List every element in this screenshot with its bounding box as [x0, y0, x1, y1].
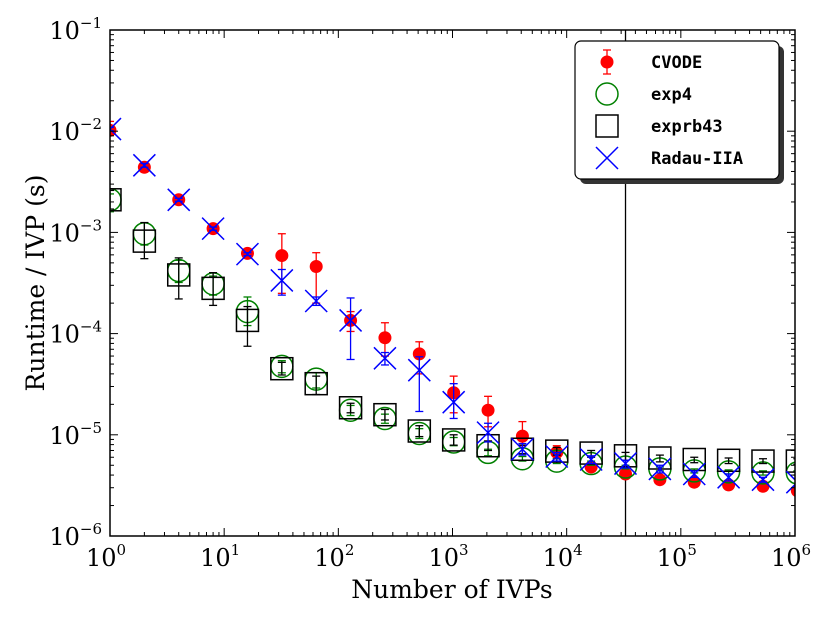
- cvode-point: [378, 331, 392, 345]
- exprb43-point: [510, 437, 535, 461]
- cvode-point: [515, 429, 529, 443]
- exprb43-point: [270, 356, 294, 381]
- exprb43-point: [132, 229, 157, 253]
- radau-iia-point: [373, 346, 397, 370]
- x-tick-label: 100: [86, 541, 126, 572]
- x-tick-label: 103: [428, 541, 468, 572]
- legend-label-exp4: exp4: [651, 85, 692, 105]
- exprb43-point: [441, 428, 466, 452]
- legend-label-radau-iia: Radau-IIA: [651, 149, 743, 169]
- radau-iia-point: [510, 437, 534, 461]
- cvode-point: [309, 260, 323, 274]
- y-tick-label: 10−3: [49, 216, 102, 247]
- radau-iia-point: [339, 308, 363, 332]
- y-tick-label: 10−5: [49, 419, 102, 450]
- exprb43-point: [373, 402, 397, 427]
- radau-iia-point: [304, 289, 328, 313]
- exprb43-point: [716, 448, 741, 473]
- radau-iia-point: [785, 470, 795, 494]
- y-tick-label: 10−4: [49, 318, 102, 349]
- legend-marker-exp4: [595, 82, 619, 106]
- radau-iia-point: [648, 457, 672, 481]
- exprb43-point: [201, 276, 225, 301]
- radau-iia-point: [270, 268, 294, 292]
- legend-box: [574, 40, 780, 180]
- legend-label-exprb43: exprb43: [651, 117, 723, 137]
- legend-marker-cvode: [600, 55, 614, 69]
- x-tick-label: 104: [543, 541, 583, 572]
- y-tick-label: 10−6: [49, 520, 102, 551]
- exprb43-point: [545, 439, 569, 463]
- radau-iia-point: [476, 421, 500, 445]
- legend: CVODE exp4 exprb43 Radau-IIA: [574, 40, 784, 184]
- exprb43-point: [110, 188, 122, 212]
- series-exprb43: [110, 188, 795, 473]
- legend-marker-exprb43: [595, 114, 619, 138]
- x-tick-label: 105: [657, 541, 697, 572]
- radau-iia-point: [682, 462, 706, 486]
- legend-marker-radau-iia: [595, 146, 619, 170]
- exp4-point: [785, 461, 795, 485]
- exprb43-point: [785, 449, 795, 473]
- radau-iia-point: [110, 117, 122, 141]
- y-axis-title: Runtime / IVP (s): [21, 175, 50, 392]
- exprb43-point: [407, 419, 432, 443]
- radau-iia-point: [235, 242, 260, 266]
- exprb43-point: [304, 371, 328, 396]
- cvode-point: [481, 403, 495, 417]
- x-tick-label: 106: [771, 541, 811, 572]
- radau-iia-point: [717, 465, 741, 489]
- radau-iia-point: [751, 468, 775, 492]
- radau-iia-point: [132, 153, 156, 177]
- exprb43-point: [235, 308, 260, 333]
- x-tick-label: 102: [314, 541, 354, 572]
- exprb43-point: [166, 263, 191, 287]
- radau-iia-point: [407, 358, 431, 382]
- y-tick-label: 10−1: [49, 14, 102, 45]
- x-axis-title: Number of IVPs: [351, 575, 553, 604]
- radau-iia-point: [613, 452, 638, 476]
- y-tick-label: 10−2: [49, 115, 102, 146]
- cvode-point: [275, 249, 289, 263]
- radau-iia-point: [201, 217, 225, 241]
- radau-iia-point: [579, 447, 603, 472]
- exprb43-point: [338, 396, 363, 420]
- radau-iia-point: [442, 390, 466, 414]
- radau-iia-point: [167, 188, 191, 212]
- radau-iia-point: [545, 444, 569, 469]
- series-radau-iia: [110, 117, 795, 494]
- exprb43-point: [751, 449, 775, 473]
- x-tick-label: 101: [200, 541, 240, 572]
- legend-label-cvode: CVODE: [651, 53, 702, 73]
